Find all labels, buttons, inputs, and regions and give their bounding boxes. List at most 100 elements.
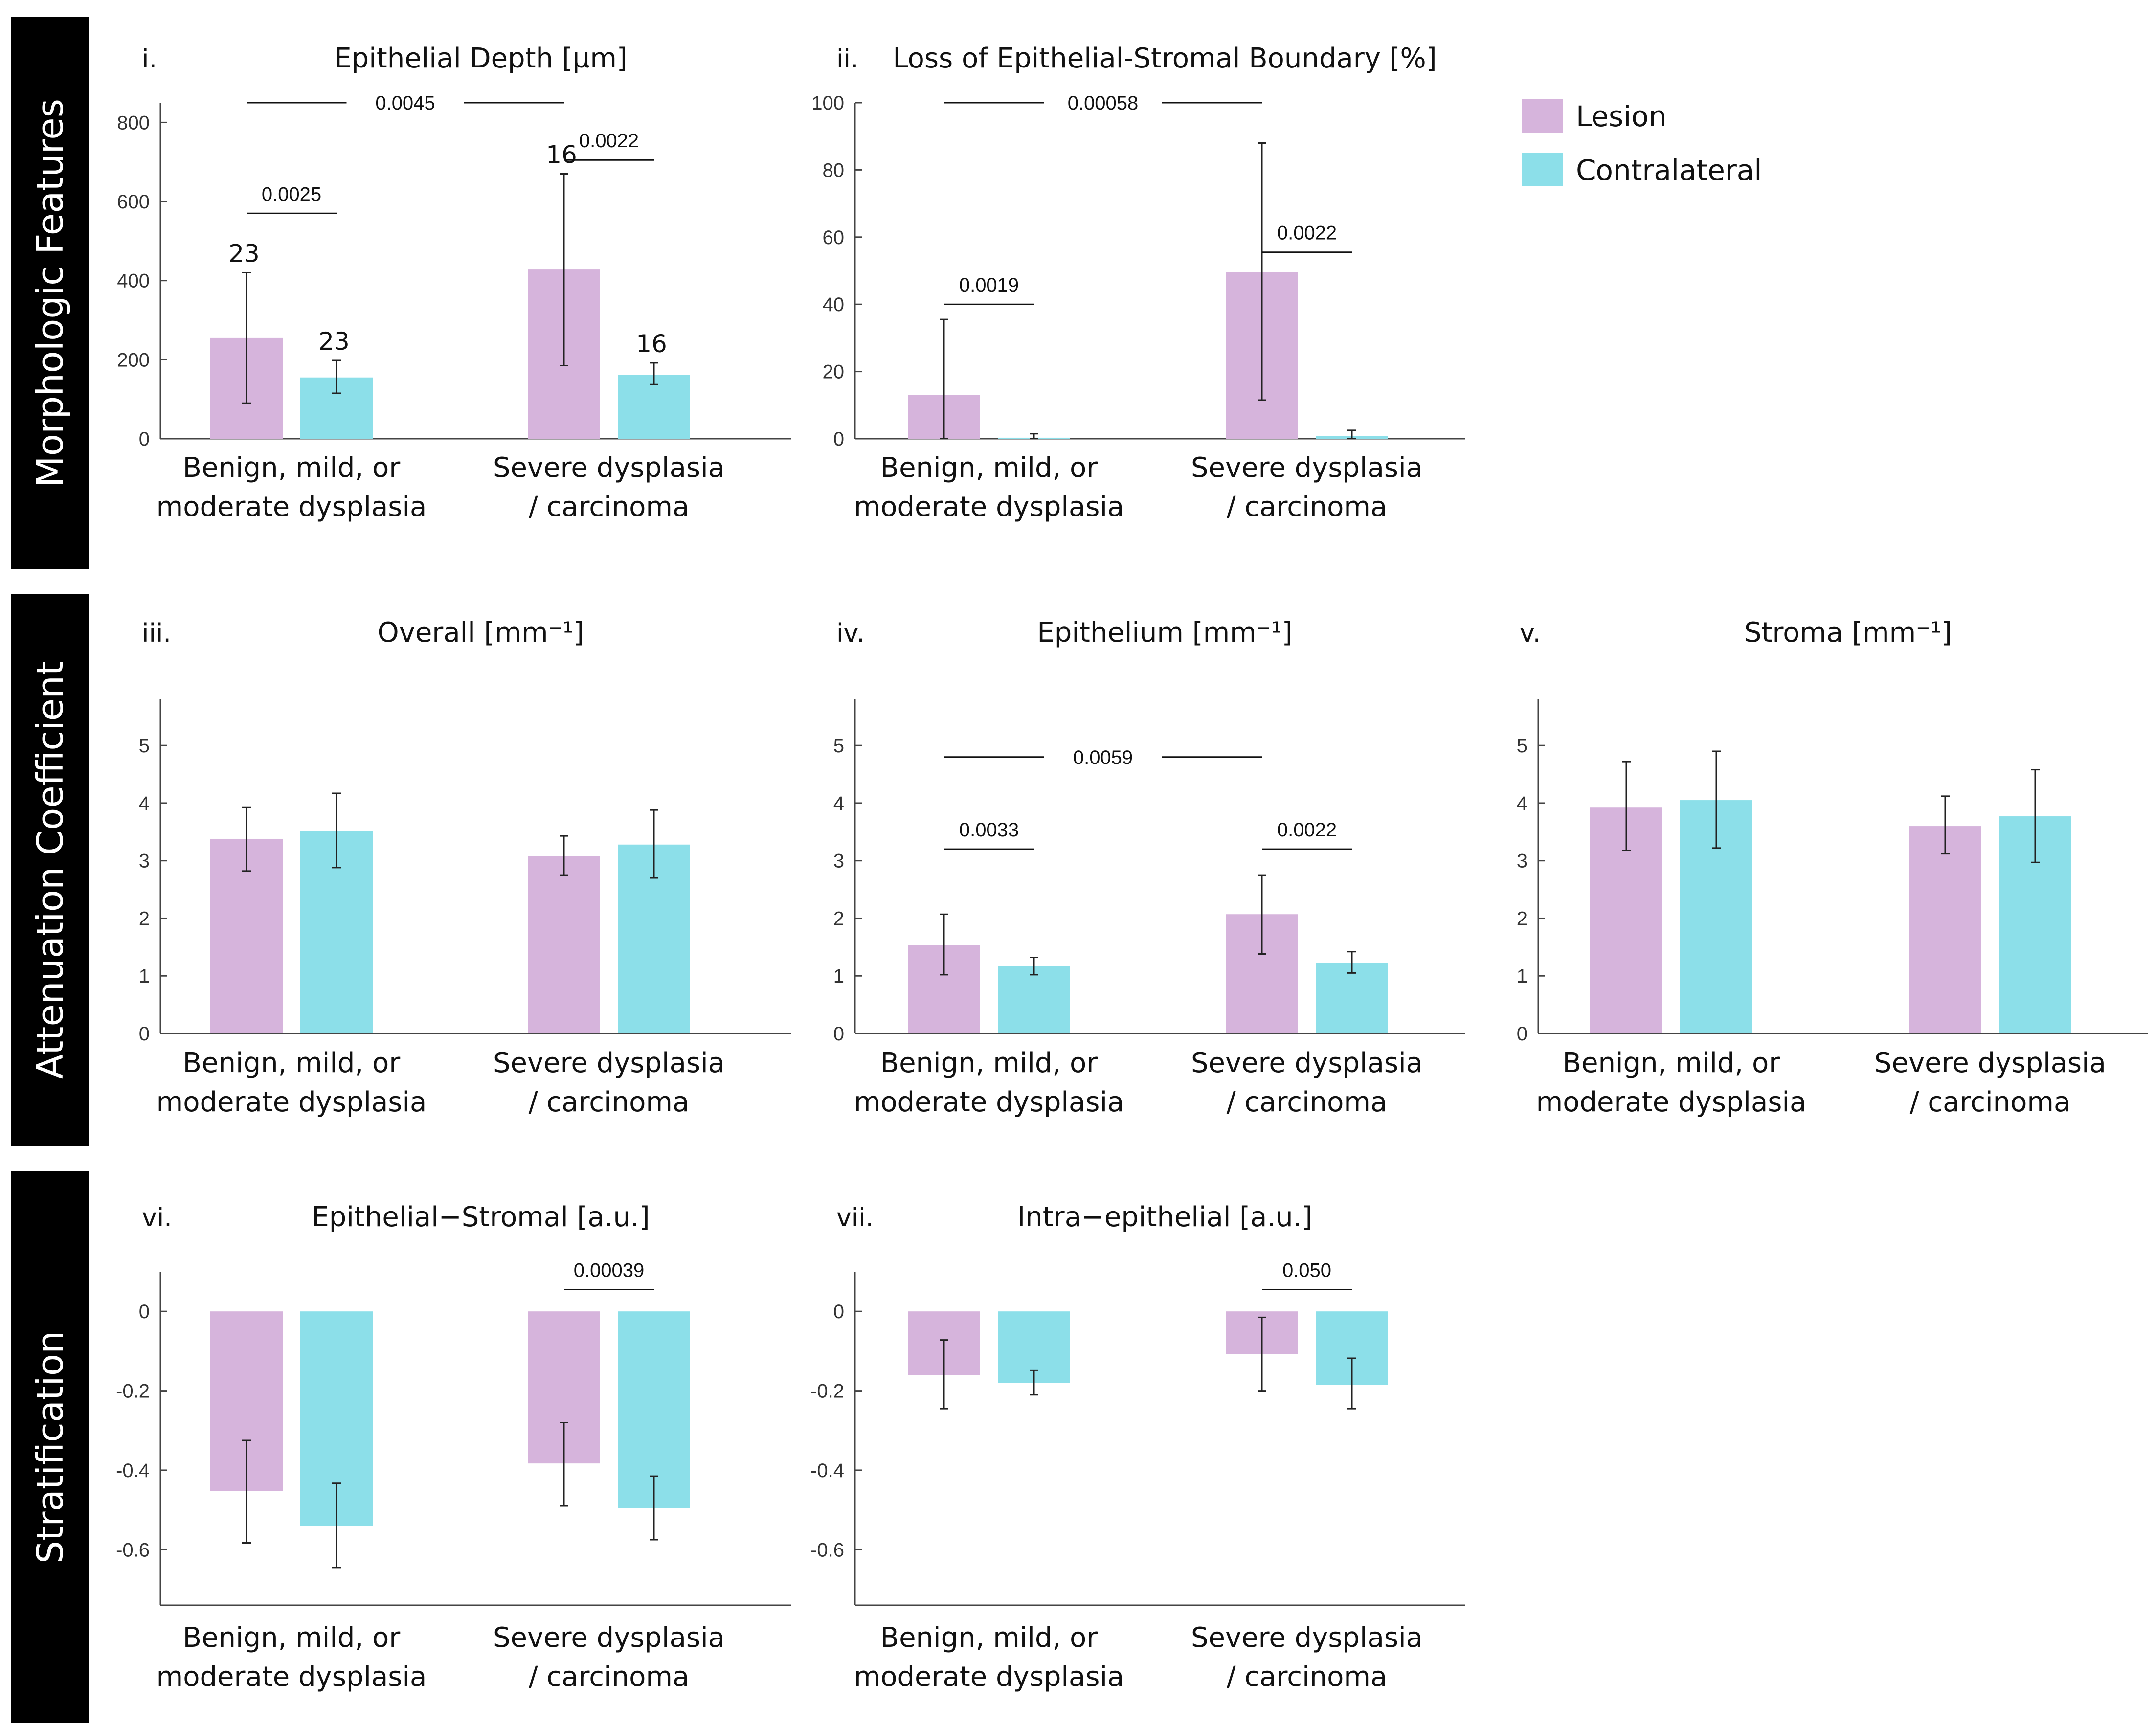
row-label-text: Attenuation Coefficient <box>29 661 71 1079</box>
p-value-label: 0.0025 <box>262 183 321 205</box>
category-label: Benign, mild, or <box>880 452 1099 484</box>
y-tick-label: 2 <box>833 908 844 929</box>
panel-attenuation-stroma: v. Stroma [mm⁻¹] 0 1 2 3 4 5 Benign, mild, or mod… <box>1517 617 2148 1118</box>
category-label: / carcinoma <box>1227 1086 1388 1118</box>
bar-contralateral <box>618 375 690 439</box>
panel-title: Epithelial−Stromal [a.u.] <box>312 1201 650 1233</box>
row-label-text: Stratification <box>29 1331 71 1564</box>
row-label-text: Morphologic Features <box>29 99 71 487</box>
panel-title: Epithelial Depth [µm] <box>334 43 627 74</box>
category-label: Benign, mild, or <box>183 452 401 484</box>
category-label: Benign, mild, or <box>183 1622 401 1654</box>
category-label: moderate dysplasia <box>157 1661 427 1693</box>
category-label: moderate dysplasia <box>157 1086 427 1118</box>
y-tick-label: 5 <box>1517 735 1527 757</box>
category-label: moderate dysplasia <box>1536 1086 1807 1118</box>
y-tick-label: 4 <box>833 793 844 814</box>
p-value-label: 0.00058 <box>1068 92 1139 114</box>
panel-epithelial-depth: i. Epithelial Depth [µm] 0 200 400 600 800 23 16… <box>117 43 791 523</box>
row-label-stratification: Stratification <box>11 1171 89 1723</box>
y-tick-label: 400 <box>117 270 150 292</box>
row-label-morphologic: Morphologic Features <box>11 17 89 569</box>
bar-contralateral <box>998 966 1070 1033</box>
y-tick-label: 200 <box>117 349 150 371</box>
category-label: Benign, mild, or <box>880 1047 1099 1079</box>
y-tick-label: 600 <box>117 191 150 213</box>
panel-loss-of-boundary: ii. Loss of Epithelial-Stromal Boundary [… <box>811 43 1465 523</box>
panel-title: Stroma [mm⁻¹] <box>1744 617 1952 649</box>
y-tick-label: 1 <box>833 966 844 987</box>
p-value-label: 0.00039 <box>574 1260 645 1281</box>
category-label: / carcinoma <box>529 491 690 523</box>
p-value-label: 0.0033 <box>959 819 1019 841</box>
y-tick-label: 0 <box>833 1301 844 1323</box>
category-label: / carcinoma <box>1910 1086 2071 1118</box>
legend-swatch-contralateral <box>1522 153 1563 186</box>
category-label: / carcinoma <box>1227 491 1388 523</box>
bar-contralateral <box>1316 963 1388 1033</box>
y-tick-label: 0 <box>833 428 844 450</box>
y-tick-label: 60 <box>823 227 845 248</box>
panel-number: ii. <box>836 45 858 74</box>
y-tick-label: -0.6 <box>116 1539 150 1561</box>
y-tick-label: 0 <box>139 1023 150 1045</box>
y-tick-label: -0.2 <box>810 1381 844 1402</box>
category-label: / carcinoma <box>529 1086 690 1118</box>
y-tick-label: 3 <box>139 851 150 872</box>
p-value-label: 0.0045 <box>375 92 435 114</box>
panel-title: Loss of Epithelial-Stromal Boundary [%] <box>893 43 1437 74</box>
panel-number: iii. <box>142 619 171 648</box>
panel-stratification-epithelial-stromal: vi. Epithelial−Stromal [a.u.] 0 -0.2 -0.4 -0.… <box>116 1201 791 1693</box>
sample-size-label: 16 <box>636 330 667 358</box>
legend-label-lesion: Lesion <box>1576 100 1667 133</box>
category-label: moderate dysplasia <box>854 1086 1124 1118</box>
y-tick-label: 20 <box>823 361 845 383</box>
y-tick-label: 100 <box>811 92 844 114</box>
category-label: Severe dysplasia <box>1191 1622 1423 1654</box>
row-label-bar <box>11 17 89 569</box>
bar-contralateral <box>618 1311 690 1508</box>
panel-number: v. <box>1520 619 1541 648</box>
category-label: Severe dysplasia <box>1191 1047 1423 1079</box>
y-tick-label: 4 <box>1517 793 1527 814</box>
panel-number: i. <box>142 45 157 74</box>
category-label: Severe dysplasia <box>493 1622 725 1654</box>
bar-lesion <box>528 856 600 1033</box>
panel-number: vi. <box>142 1203 172 1233</box>
category-label: moderate dysplasia <box>854 491 1124 523</box>
p-value-label: 0.0019 <box>959 274 1019 296</box>
category-label: Severe dysplasia <box>493 452 725 484</box>
row-label-attenuation: Attenuation Coefficient <box>11 594 89 1146</box>
y-tick-label: 800 <box>117 112 150 134</box>
category-label: Benign, mild, or <box>880 1622 1099 1654</box>
sample-size-label: 23 <box>318 327 350 356</box>
y-tick-label: 5 <box>833 735 844 757</box>
panel-attenuation-epithelium: iv. Epithelium [mm⁻¹] 0 1 2 3 4 5 Benign, mild, … <box>833 617 1465 1118</box>
y-tick-label: -0.6 <box>810 1539 844 1561</box>
y-tick-label: 3 <box>833 851 844 872</box>
p-value-label: 0.0022 <box>579 130 639 152</box>
y-tick-label: 80 <box>823 159 845 181</box>
category-label: Severe dysplasia <box>1191 452 1423 484</box>
y-tick-label: -0.4 <box>116 1460 150 1482</box>
category-label: moderate dysplasia <box>854 1661 1124 1693</box>
y-tick-label: 5 <box>139 735 150 757</box>
y-tick-label: 0 <box>833 1023 844 1045</box>
y-tick-label: 2 <box>139 908 150 929</box>
y-tick-label: 0 <box>139 428 150 450</box>
panel-stratification-intra-epithelial: vii. Intra−epithelial [a.u.] 0 -0.2 -0.4 -0.6… <box>810 1201 1465 1693</box>
panel-title: Epithelium [mm⁻¹] <box>1037 617 1292 649</box>
y-tick-label: 2 <box>1517 908 1527 929</box>
p-value-label: 0.0022 <box>1277 223 1337 244</box>
panel-title: Intra−epithelial [a.u.] <box>1017 1201 1313 1233</box>
y-tick-label: 3 <box>1517 851 1527 872</box>
category-label: moderate dysplasia <box>157 491 427 523</box>
category-label: / carcinoma <box>1227 1661 1388 1693</box>
sample-size-label: 23 <box>228 240 260 268</box>
y-tick-label: -0.2 <box>116 1381 150 1402</box>
y-tick-label: 1 <box>139 966 150 987</box>
panel-title: Overall [mm⁻¹] <box>378 617 584 649</box>
p-value-label: 0.0059 <box>1073 747 1133 768</box>
row-label-bar <box>11 594 89 1146</box>
